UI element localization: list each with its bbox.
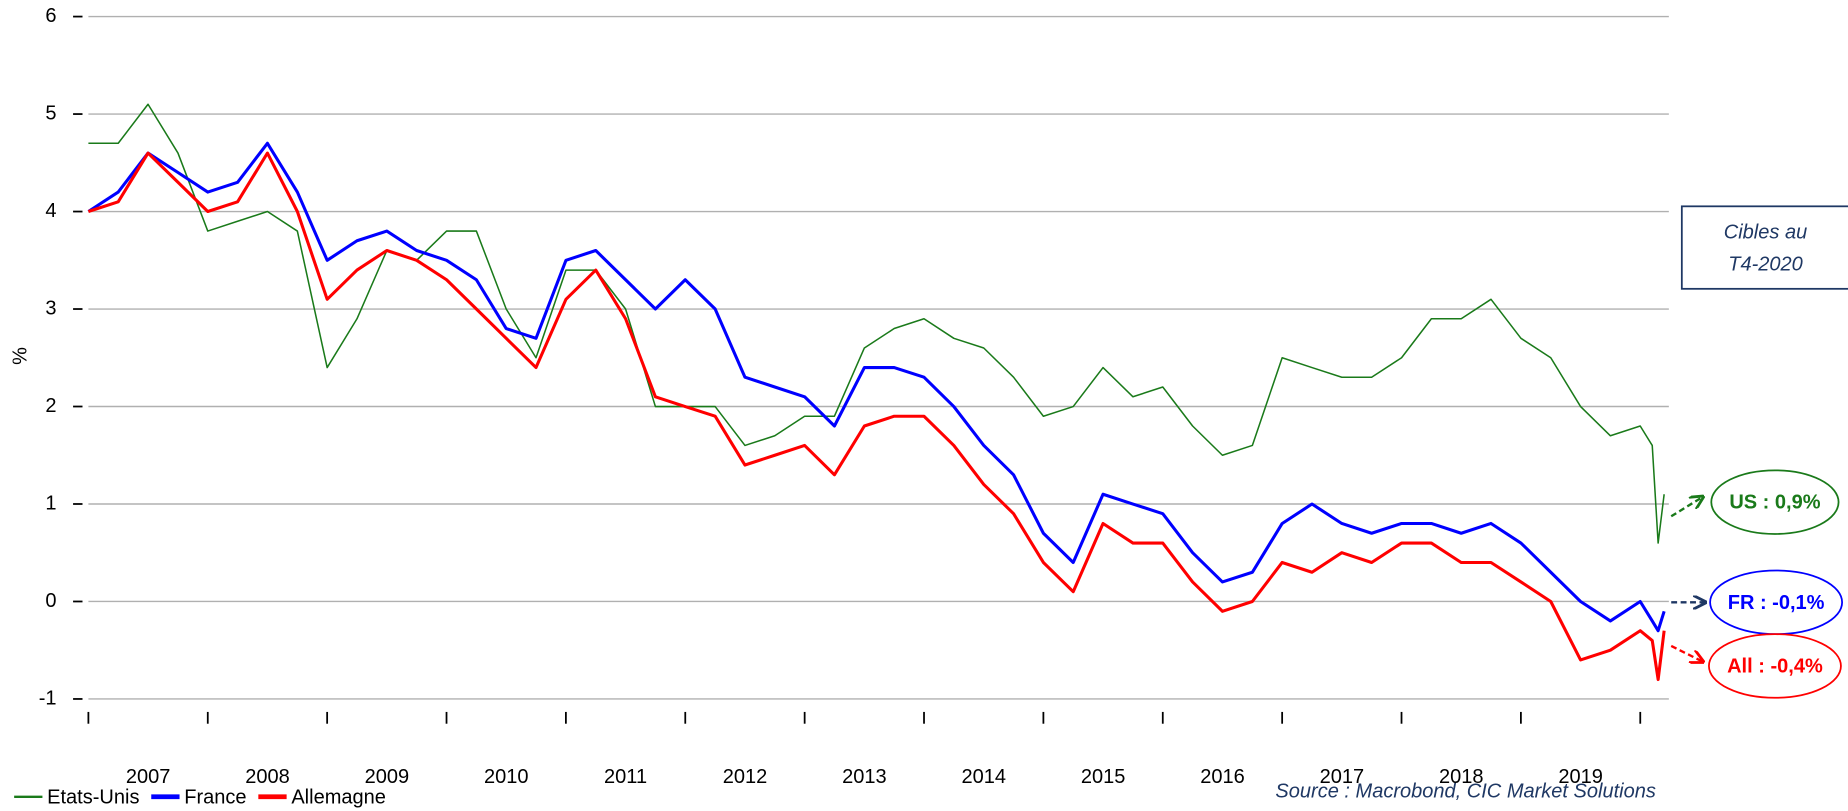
x-tick-label: 2017: [1320, 766, 1365, 788]
target-box-text: Cibles au: [1724, 222, 1807, 244]
legend-label: Etats-Unis: [47, 786, 139, 808]
y-tick-label: 1: [45, 492, 56, 514]
target-label: US : 0,9%: [1729, 492, 1820, 514]
x-tick-label: 2007: [126, 766, 171, 788]
x-tick-label: 2015: [1081, 766, 1126, 788]
x-tick-label: 2010: [484, 766, 529, 788]
y-axis-label: %: [10, 347, 32, 365]
y-tick-label: -1: [39, 687, 57, 709]
arrow: [1670, 497, 1702, 518]
source: Source : Macrobond, CIC Market Solutions: [1275, 780, 1655, 802]
target-box-text: T4-2020: [1728, 254, 1803, 276]
target-ellipse: [1710, 469, 1840, 535]
x-tick-label: 2008: [245, 766, 290, 788]
x-tick-label: 2009: [365, 766, 410, 788]
x-tick-label: 2019: [1558, 766, 1603, 788]
x-tick-label: 2013: [842, 766, 887, 788]
y-tick-label: 4: [45, 200, 56, 222]
series-line: [87, 151, 1666, 682]
y-tick-label: 3: [45, 297, 56, 319]
y-tick-label: 2: [45, 395, 56, 417]
legend-label: France: [184, 786, 246, 808]
y-tick-label: 0: [45, 590, 56, 612]
x-tick-label: 2011: [604, 766, 647, 788]
x-tick-label: 2018: [1439, 766, 1484, 788]
target-label: FR : -0,1%: [1728, 592, 1825, 614]
series-line: [87, 141, 1666, 633]
target-label: All : -0,4%: [1727, 655, 1823, 677]
x-tick-label: 2014: [961, 766, 1006, 788]
y-tick-label: 6: [45, 5, 56, 27]
series-line: [88, 103, 1665, 544]
target-box: [1680, 205, 1848, 290]
y-tick-label: 5: [45, 102, 56, 124]
arrow: [1670, 644, 1702, 661]
x-tick-label: 2012: [723, 766, 768, 788]
legend-label: Allemagne: [291, 786, 386, 808]
target-ellipse: [1708, 633, 1842, 699]
x-tick-label: 2016: [1200, 766, 1245, 788]
